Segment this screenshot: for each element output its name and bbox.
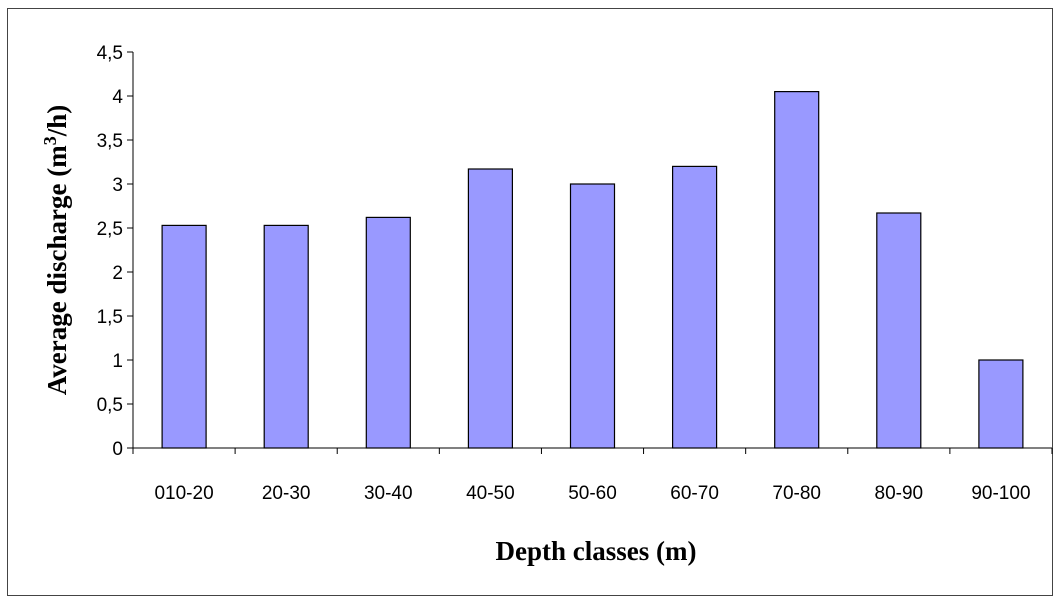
y-tick-label: 3,5 [97,131,123,152]
x-tick-label: 40-50 [466,483,515,504]
bar-50-60 [569,183,616,449]
y-tick-label: 4,5 [97,43,123,64]
y-tick-label: 3 [112,175,123,196]
bar-20-30 [263,224,309,449]
y-tick-label: 0 [112,439,123,460]
y-tick-label: 1,5 [97,307,123,328]
bars-group [161,90,1024,449]
x-tick-label: 80-90 [875,483,924,504]
y-tick-label: 2,5 [97,219,123,240]
y-tick-label: 0,5 [97,395,123,416]
bar-40-50 [467,168,513,449]
x-tick-label: 20-30 [262,483,311,504]
y-axis-title-suffix: /h) [42,105,72,138]
y-tick-label: 2 [112,263,123,284]
x-tick-label: 60-70 [670,483,719,504]
x-tick-label: 010-20 [154,483,213,504]
x-tick-label: 90-100 [971,483,1030,504]
bar-010-20 [161,224,207,449]
bar-30-40 [365,216,411,449]
y-tick-label: 4 [112,87,123,108]
y-axis-title-prefix: Average discharge (m [42,145,72,395]
y-tick-label: 1 [112,351,123,372]
x-tick-label: 70-80 [772,483,821,504]
bar-60-70 [671,165,718,449]
bar-70-80 [774,90,820,449]
x-axis-title: Depth classes (m) [496,536,697,566]
x-ticks-group: 010-20 20-30 30-40 40-50 50-60 60-70 70-80 80-9… [132,448,1053,504]
y-axis-title-superscript: 3 [40,136,60,145]
axes-group [132,52,1052,449]
y-ticks-group: 0 0,5 1 1,5 2 2,5 3 3,5 4 4,5 [97,43,133,460]
bar-90-100 [978,359,1024,449]
y-axis-title: Average discharge (m3/h) [40,105,72,395]
x-tick-label: 30-40 [364,483,413,504]
bar-80-90 [876,212,922,449]
x-tick-label: 50-60 [568,483,617,504]
